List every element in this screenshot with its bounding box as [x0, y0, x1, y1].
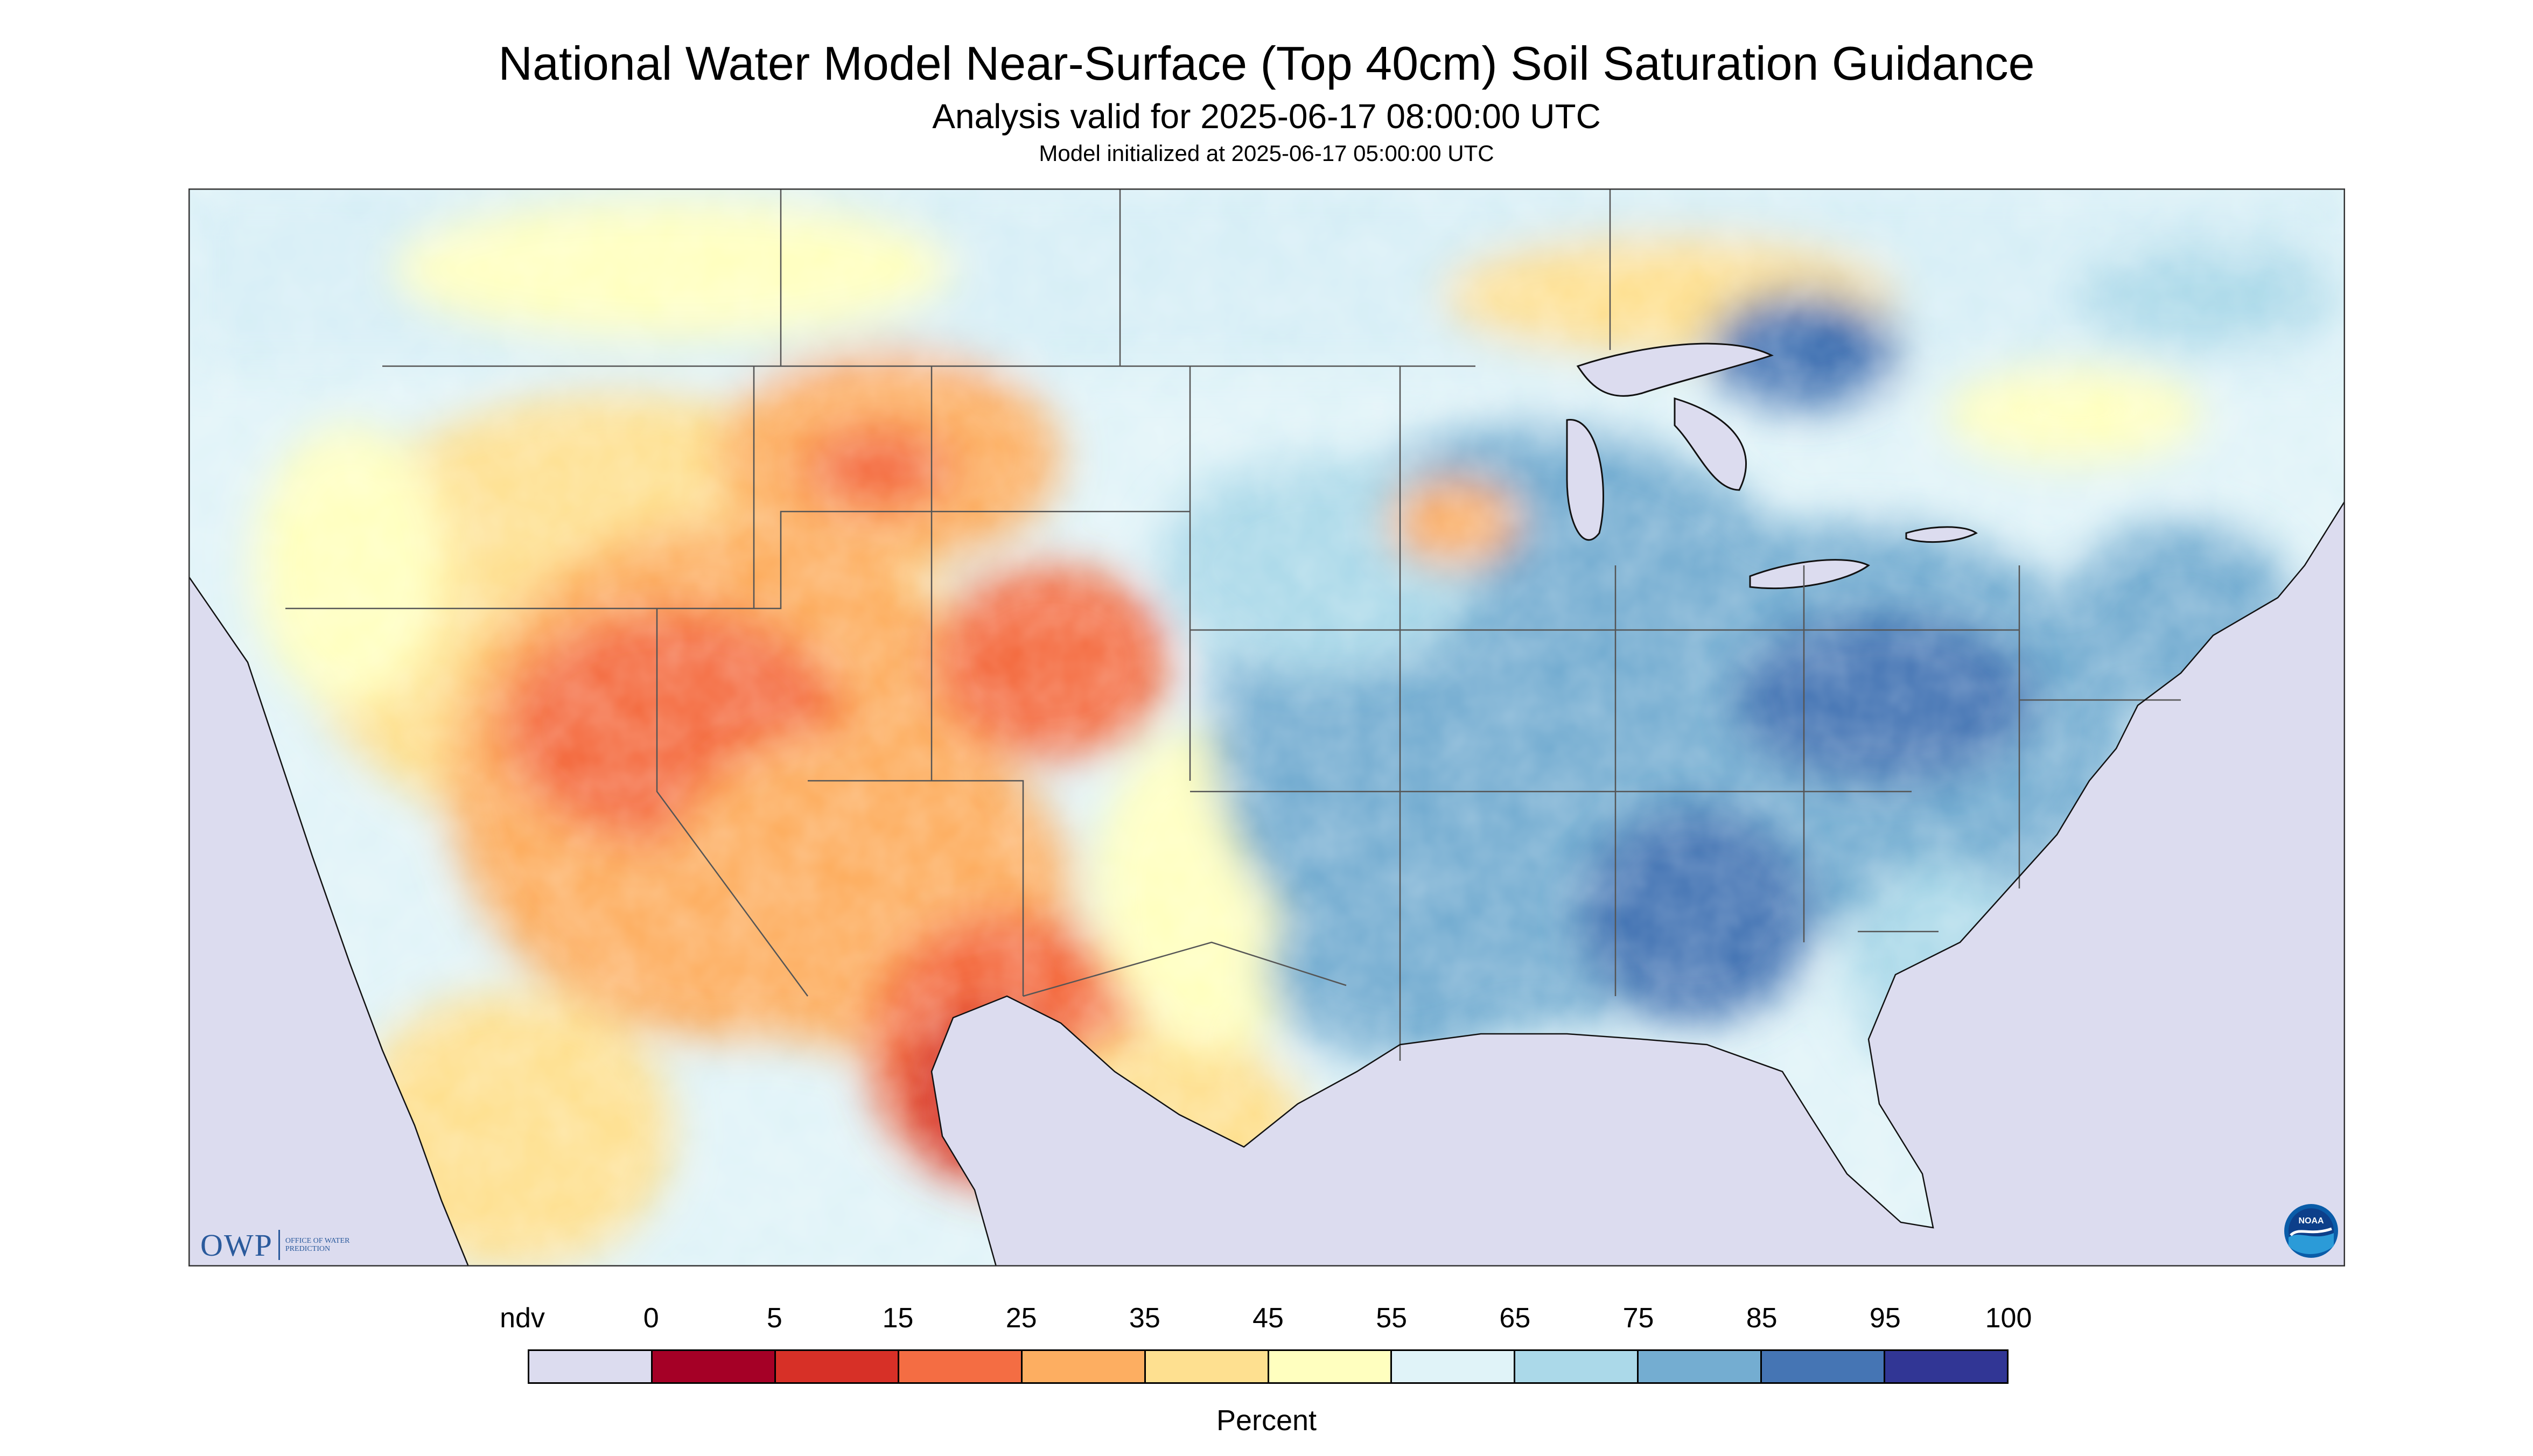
state-boundaries	[285, 188, 2181, 1061]
legend-colorbar	[528, 1349, 2009, 1384]
land-saturation-field	[188, 188, 2345, 1266]
legend-tick-8: 65	[1499, 1303, 1531, 1334]
legend-tick-7: 55	[1376, 1303, 1408, 1334]
legend-tick-1: 0	[643, 1303, 659, 1334]
legend-tick-11: 95	[1869, 1303, 1901, 1334]
legend-swatch-4	[1022, 1351, 1146, 1382]
map-subtitle: Analysis valid for 2025-06-17 08:00:00 U…	[932, 97, 1601, 136]
noaa-logo: NOAA	[2284, 1204, 2338, 1258]
model-init-line: Model initialized at 2025-06-17 05:00:00…	[1039, 141, 1494, 166]
legend-swatch-7	[1392, 1351, 1516, 1382]
owp-logo-letters: OWP	[200, 1227, 273, 1263]
legend-swatch-8	[1515, 1351, 1639, 1382]
legend-swatch-6	[1269, 1351, 1393, 1382]
legend-tick-4: 25	[1005, 1303, 1037, 1334]
legend-unit-label: Percent	[1216, 1404, 1317, 1437]
owp-logo: OWP OFFICE OF WATER PREDICTION	[200, 1227, 366, 1263]
legend-swatch-9	[1639, 1351, 1762, 1382]
legend-tick-5: 35	[1129, 1303, 1160, 1334]
legend-tick-10: 85	[1746, 1303, 1778, 1334]
noaa-logo-text: NOAA	[2298, 1216, 2324, 1226]
legend-swatch-0	[529, 1351, 653, 1382]
owp-logo-subtitle: OFFICE OF WATER PREDICTION	[285, 1237, 350, 1253]
legend-swatch-1	[652, 1351, 776, 1382]
coastlines	[188, 500, 2345, 1266]
map-frame-border	[188, 188, 2345, 1266]
owp-logo-divider	[278, 1230, 280, 1260]
legend-tick-3: 15	[882, 1303, 914, 1334]
legend-tick-6: 45	[1252, 1303, 1284, 1334]
legend-tick-labels: ndv 0 5 15 25 35 45 55 65 75 85 95 100	[0, 1302, 2533, 1340]
map-title: National Water Model Near-Surface (Top 4…	[498, 37, 2035, 90]
legend-tick-2: 5	[766, 1303, 782, 1334]
soil-saturation-map	[188, 188, 2345, 1266]
legend-tick-9: 75	[1622, 1303, 1654, 1334]
legend-swatch-5	[1145, 1351, 1269, 1382]
map-panel	[188, 188, 2345, 1266]
legend-swatch-11	[1885, 1351, 2007, 1382]
great-lakes	[1566, 342, 1978, 590]
legend-swatch-2	[775, 1351, 899, 1382]
legend-tick-12: 100	[1985, 1303, 2032, 1334]
legend-swatch-10	[1762, 1351, 1886, 1382]
legend-swatch-3	[899, 1351, 1023, 1382]
legend-tick-0: ndv	[500, 1303, 545, 1334]
